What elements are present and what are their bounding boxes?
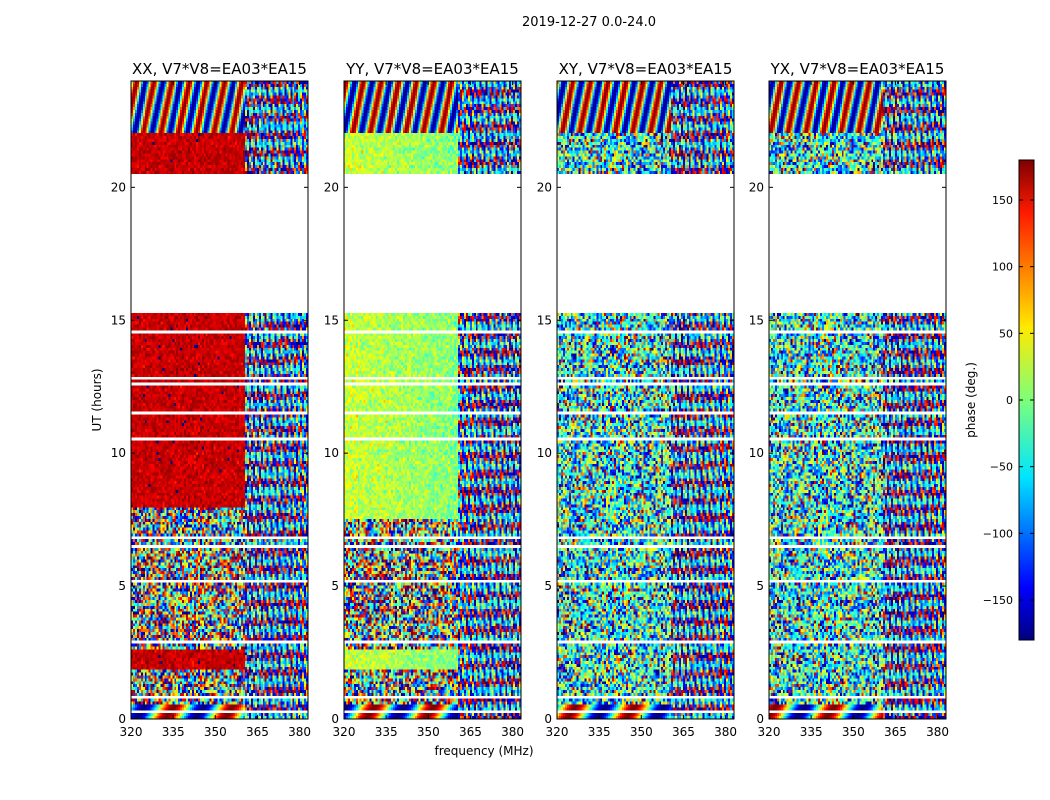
x-tick-label: 335: [800, 725, 823, 739]
x-tick-label: 365: [459, 725, 482, 739]
y-tick-label: 20: [111, 180, 126, 194]
y-axis-label: UT (hours): [90, 368, 104, 431]
y-tick-label: 5: [544, 579, 552, 593]
figure-title: 2019-12-27 0.0-24.0: [522, 15, 656, 30]
x-tick-label: 365: [246, 725, 269, 739]
x-tick-label: 320: [758, 725, 781, 739]
panel-3: XY, V7*V8=EA03*EA15 320 335 350 365 380 0 5 10 15…: [537, 60, 737, 739]
y-tick-label: 15: [537, 313, 552, 327]
panel-2: YY, V7*V8=EA03*EA15 320 335 350 365 380 0 5 10 15…: [324, 60, 524, 739]
y-tick-label: 5: [118, 579, 126, 593]
y-tick-label: 0: [544, 712, 552, 726]
y-tick-label: 15: [111, 313, 126, 327]
y-tick-label: 10: [111, 446, 126, 460]
x-tick-label: 350: [842, 725, 865, 739]
x-tick-label: 365: [672, 725, 695, 739]
x-tick-label: 350: [630, 725, 653, 739]
panel-frame: [130, 80, 309, 720]
y-tick-label: 15: [324, 313, 339, 327]
y-tick-label: 20: [749, 180, 764, 194]
x-tick-label: 320: [546, 725, 569, 739]
x-tick-label: 380: [714, 725, 737, 739]
panel-4: YX, V7*V8=EA03*EA15 320 335 350 365 380 0 5 10 15…: [749, 60, 949, 739]
y-tick-label: 5: [331, 579, 339, 593]
panel-title: YX, V7*V8=EA03*EA15: [770, 60, 945, 78]
panel-frame: [343, 80, 522, 720]
colorbar-tick-label: −50: [990, 461, 1013, 474]
x-tick-label: 335: [162, 725, 185, 739]
panel-frame: [556, 80, 735, 720]
colorbar-tick-label: 100: [992, 261, 1013, 274]
phase-heatmap: [557, 81, 734, 719]
y-tick-label: 0: [331, 712, 339, 726]
y-tick-label: 0: [118, 712, 126, 726]
y-tick-label: 15: [749, 313, 764, 327]
x-tick-label: 365: [884, 725, 907, 739]
x-tick-label: 335: [375, 725, 398, 739]
x-tick-label: 380: [288, 725, 311, 739]
colorbar-tick-label: −150: [983, 594, 1013, 607]
x-tick-label: 320: [120, 725, 143, 739]
y-tick-label: 20: [324, 180, 339, 194]
phase-heatmap: [769, 81, 946, 719]
x-axis-label: frequency (MHz): [434, 744, 533, 758]
y-tick-label: 10: [537, 446, 552, 460]
colorbar-tick-label: 150: [992, 194, 1013, 207]
phase-heatmap: [131, 81, 308, 719]
y-tick-label: 0: [756, 712, 764, 726]
x-tick-label: 350: [417, 725, 440, 739]
colorbar: −150 −100 −50 0 50 100 150: [983, 159, 1035, 641]
panels: XX, V7*V8=EA03*EA15 320 335 350 365 380 0 5 10 15…: [111, 60, 949, 739]
y-tick-label: 20: [537, 180, 552, 194]
y-tick-label: 5: [756, 579, 764, 593]
x-tick-label: 320: [333, 725, 356, 739]
panel-title: XX, V7*V8=EA03*EA15: [132, 60, 307, 78]
x-tick-label: 350: [204, 725, 227, 739]
panel-1: XX, V7*V8=EA03*EA15 320 335 350 365 380 0 5 10 15…: [111, 60, 311, 739]
x-tick-label: 380: [926, 725, 949, 739]
y-tick-label: 10: [749, 446, 764, 460]
panel-title: YY, V7*V8=EA03*EA15: [345, 60, 519, 78]
y-tick-label: 10: [324, 446, 339, 460]
panel-frame: [768, 80, 947, 720]
colorbar-tick-label: 0: [1006, 394, 1013, 407]
colorbar-label: phase (deg.): [964, 362, 978, 438]
colorbar-tick-label: −100: [983, 527, 1013, 540]
panel-title: XY, V7*V8=EA03*EA15: [559, 60, 733, 78]
colorbar-tick-label: 50: [999, 327, 1013, 340]
phase-heatmap: [344, 81, 521, 719]
x-tick-label: 335: [588, 725, 611, 739]
x-tick-label: 380: [501, 725, 524, 739]
